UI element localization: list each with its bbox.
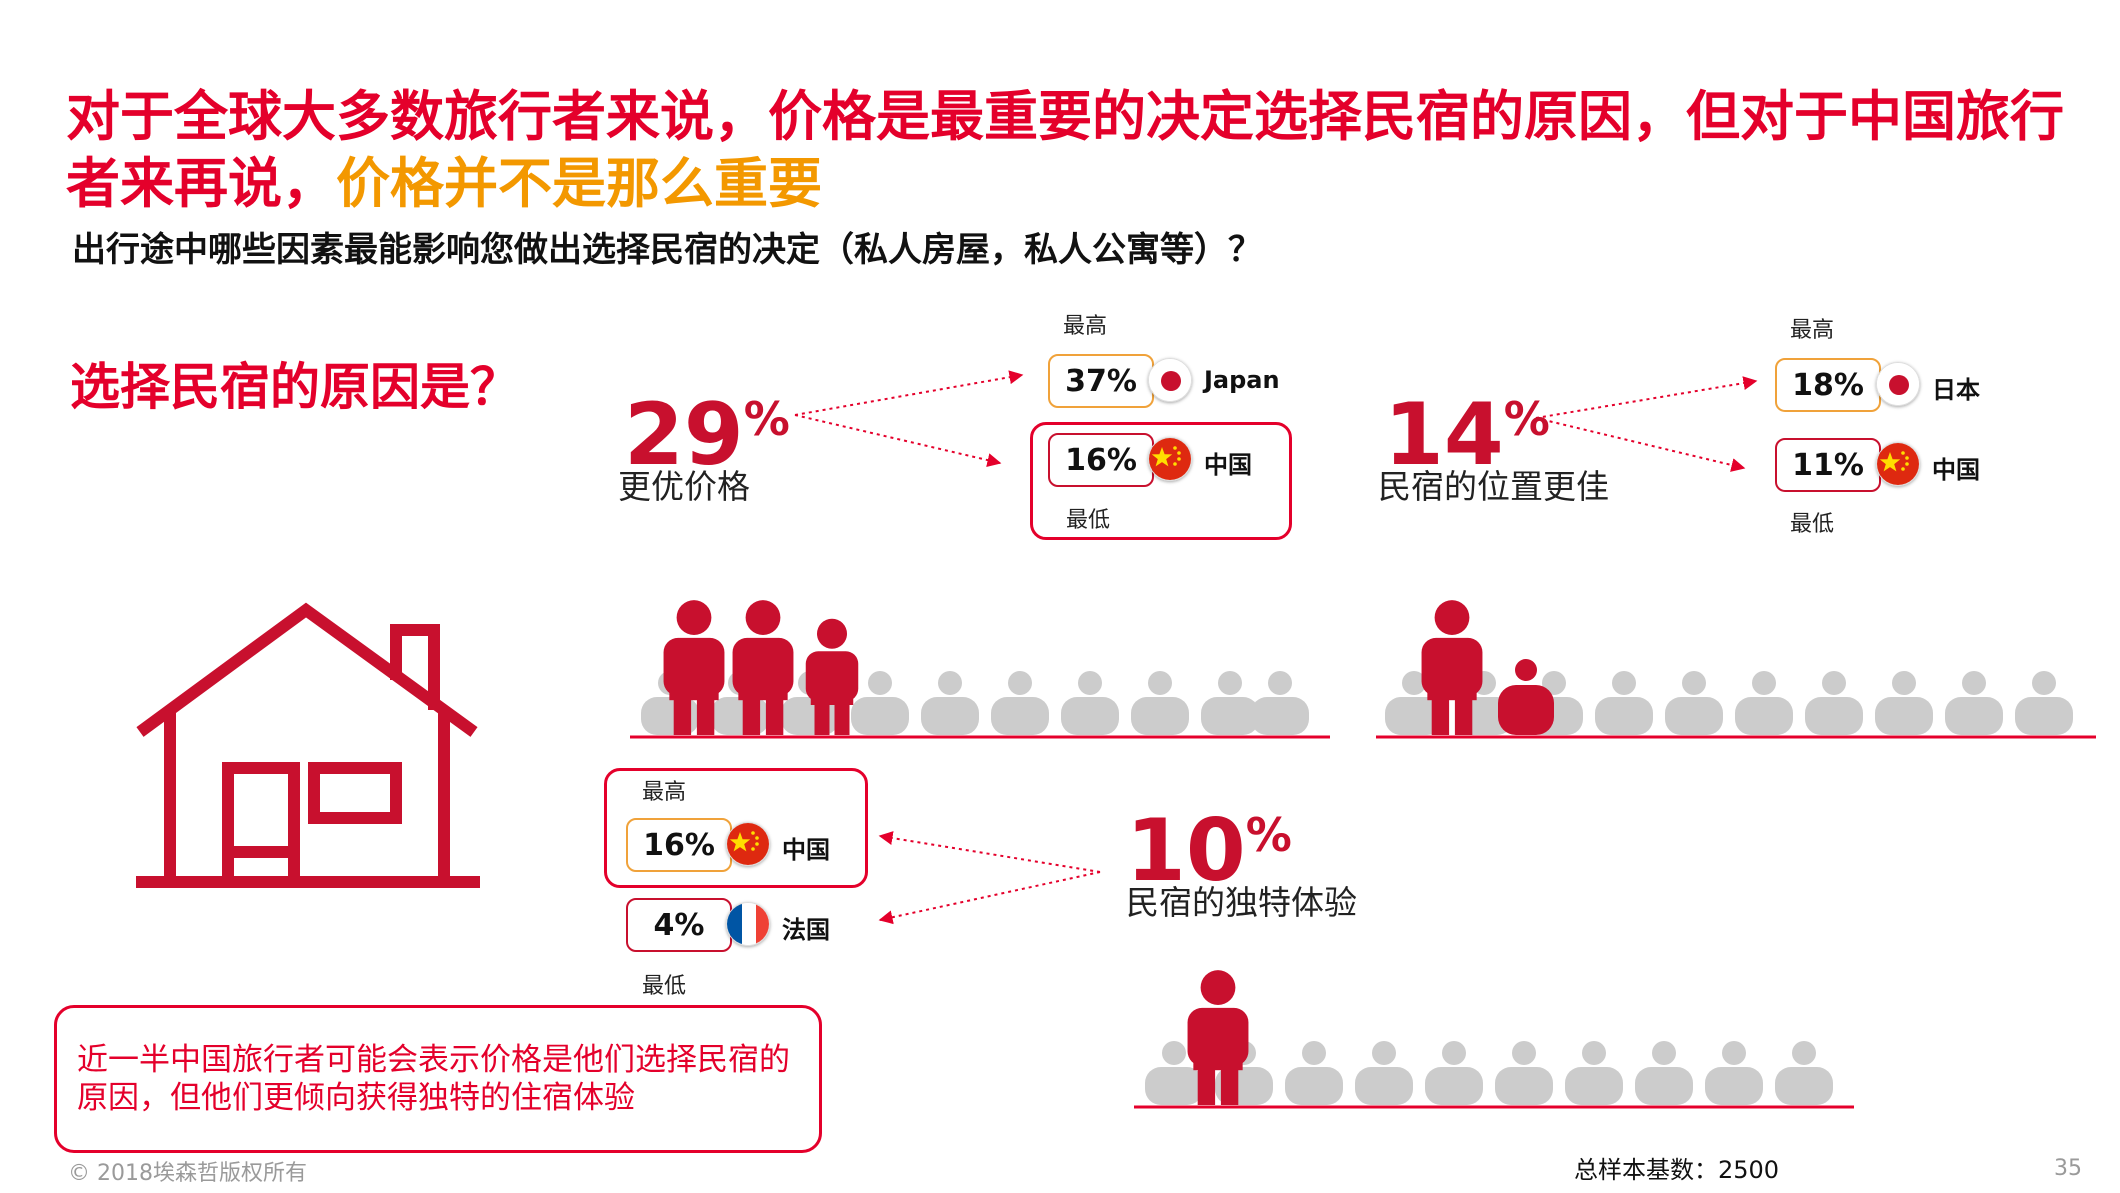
slide-title-line1: 对于全球大多数旅行者来说，价格是最重要的决定选择民宿的原因，但对于中国旅行 [66, 85, 2064, 148]
slide-title-prefix: 者来再说， [66, 152, 336, 215]
stat-price-lowest-value: 16% [1048, 433, 1154, 487]
house-icon [136, 602, 480, 888]
stat-price-highest-value: 37% [1048, 354, 1154, 408]
stat-price-lowest-tag: 最低 [1066, 508, 1111, 533]
stat-location-highest-tag: 最高 [1790, 318, 1835, 343]
person-gray-icon [1495, 1041, 1553, 1105]
person-gray-icon [1251, 671, 1309, 735]
stat-experience-label: 民宿的独特体验 [1126, 883, 1357, 922]
japan-flag-icon [1876, 362, 1920, 406]
section-title: 选择民宿的原因是？ [70, 358, 520, 416]
person-gray-icon [1201, 671, 1259, 735]
person-gray-icon [1425, 1041, 1483, 1105]
stat-location-highest-value: 18% [1775, 358, 1881, 412]
page-number: 35 [2054, 1156, 2082, 1181]
stat-price-lowest-frame [1030, 422, 1292, 540]
stat-experience-highest-country: 中国 [782, 836, 830, 864]
person-gray-icon [991, 671, 1049, 735]
slide-title-highlight: 价格并不是那么重要 [336, 152, 822, 215]
survey-question: 出行途中哪些因素最能影响您做出选择民宿的决定（私人房屋，私人公寓等）？ [72, 230, 1262, 270]
person-gray-icon [1355, 1041, 1413, 1105]
stat-price-label: 更优价格 [618, 467, 750, 506]
china-flag-icon [1148, 437, 1192, 481]
stat-experience-value: 10% [1126, 801, 1292, 901]
person-gray-icon [1945, 671, 2003, 735]
stat-location-lowest-value: 11% [1775, 438, 1881, 492]
stat-experience-lowest-tag: 最低 [642, 974, 687, 999]
people-row-experience [1134, 970, 1854, 1109]
stat-location-highest-country: 日本 [1932, 376, 1980, 404]
stat-experience-highest-frame [604, 768, 868, 888]
china-flag-icon [1876, 442, 1920, 486]
person-gray-icon [1665, 671, 1723, 735]
person-gray-icon [1735, 671, 1793, 735]
person-gray-icon [921, 671, 979, 735]
people-row-price [630, 600, 1330, 739]
copyright: © 2018埃森哲版权所有 [68, 1161, 307, 1186]
person-red-icon [1498, 659, 1554, 735]
person-gray-icon [1805, 671, 1863, 735]
person-gray-icon [851, 671, 909, 735]
person-gray-icon [1875, 671, 1933, 735]
person-gray-icon [1775, 1041, 1833, 1105]
person-gray-icon [1131, 671, 1189, 735]
stat-price-value: 29% [624, 385, 790, 485]
stat-experience-lowest-value: 4% [626, 898, 732, 952]
stat-experience-highest-value: 16% [626, 818, 732, 872]
china-flag-icon [726, 822, 770, 866]
stat-price-highest-country: Japan [1204, 366, 1280, 394]
slide-title-line2: 者来再说，价格并不是那么重要 [66, 139, 822, 218]
sample-size: 总样本基数：2500 [1574, 1156, 1780, 1184]
people-row-location [1376, 600, 2096, 739]
stat-experience-highest-tag: 最高 [642, 780, 687, 805]
person-gray-icon [1061, 671, 1119, 735]
stat-location-lowest-country: 中国 [1932, 456, 1980, 484]
person-gray-icon [2015, 671, 2073, 735]
japan-flag-icon [1148, 358, 1192, 402]
stat-location-lowest-tag: 最低 [1790, 512, 1835, 537]
conclusion-note-line1: 近一半中国旅行者可能会表示价格是他们选择民宿的 [77, 1042, 790, 1078]
person-gray-icon [1595, 671, 1653, 735]
france-flag-icon [726, 902, 770, 946]
stat-location-value: 14% [1384, 385, 1550, 485]
stat-location-label: 民宿的位置更佳 [1378, 467, 1609, 506]
person-gray-icon [1635, 1041, 1693, 1105]
person-gray-icon [1565, 1041, 1623, 1105]
conclusion-note: 近一半中国旅行者可能会表示价格是他们选择民宿的 原因，但他们更倾向获得独特的住宿… [54, 1005, 822, 1153]
person-gray-icon [1705, 1041, 1763, 1105]
stat-price-lowest-country: 中国 [1204, 451, 1252, 479]
person-gray-icon [1285, 1041, 1343, 1105]
conclusion-note-line2: 原因，但他们更倾向获得独特的住宿体验 [77, 1079, 635, 1116]
stat-experience-lowest-country: 法国 [782, 916, 830, 944]
stat-price-highest-tag: 最高 [1063, 314, 1108, 339]
